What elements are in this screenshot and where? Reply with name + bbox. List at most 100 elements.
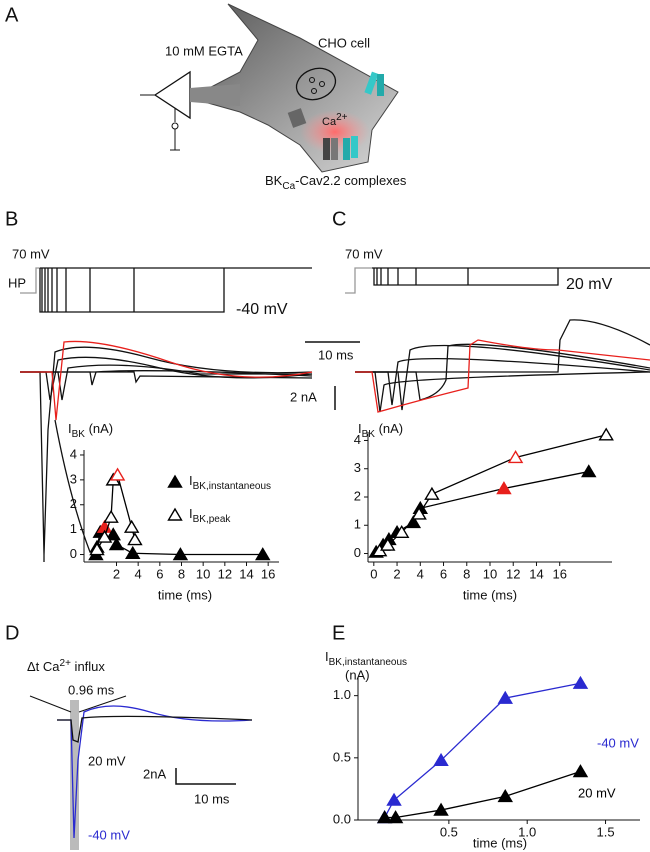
text-post: (nA) bbox=[85, 421, 113, 436]
cell-label: CHO cell bbox=[318, 35, 370, 50]
voltage-label: -40 mV bbox=[236, 301, 288, 318]
panel-label: A bbox=[5, 4, 19, 26]
legend-marker bbox=[167, 507, 183, 521]
y-tick-label: 0 bbox=[354, 545, 361, 560]
data-point bbox=[598, 427, 614, 441]
x-tick-label: 8 bbox=[463, 566, 470, 581]
x-tick-label: 0 bbox=[370, 566, 377, 581]
series-line bbox=[384, 682, 581, 818]
text-sub: BK bbox=[362, 429, 376, 440]
x-axis-label: time (ms) bbox=[473, 835, 527, 850]
traces-b bbox=[20, 267, 313, 562]
text-base: I bbox=[68, 421, 72, 436]
y-tick-label: 0 bbox=[70, 546, 77, 561]
y-tick-label: 0.5 bbox=[333, 749, 351, 764]
voltage-label: 20 mV bbox=[566, 276, 613, 293]
panel-label: E bbox=[332, 622, 345, 644]
cell-diagram bbox=[140, 3, 399, 173]
data-point bbox=[507, 450, 524, 464]
text-post: (nA) bbox=[375, 421, 403, 436]
data-point bbox=[496, 481, 512, 495]
x-tick-label: 14 bbox=[239, 566, 253, 581]
x-tick-label: 2 bbox=[113, 566, 120, 581]
influx-label: Δt Ca2+ influx bbox=[27, 658, 105, 675]
series-line bbox=[375, 470, 589, 553]
scale-label: 2nA bbox=[143, 766, 166, 781]
y-tick-label: 1.0 bbox=[333, 687, 351, 702]
y-tick-label: 2 bbox=[70, 496, 77, 511]
data-point bbox=[127, 532, 143, 546]
trace-label: 20 mV bbox=[88, 753, 126, 768]
text-sub: BK,instantaneous bbox=[329, 657, 407, 668]
scale-label: 2 nA bbox=[290, 389, 317, 404]
data-point bbox=[572, 675, 589, 689]
x-tick-label: 2 bbox=[393, 566, 400, 581]
data-point bbox=[103, 509, 119, 523]
data-point bbox=[387, 810, 404, 824]
data-point bbox=[380, 537, 396, 551]
text-sub: BK bbox=[72, 429, 86, 440]
data-point bbox=[405, 515, 422, 529]
x-tick-label: 12 bbox=[218, 566, 232, 581]
data-point bbox=[497, 788, 513, 803]
data-point bbox=[393, 524, 410, 539]
x-tick-label: 0.5 bbox=[440, 824, 458, 839]
x-axis-label: time (ms) bbox=[158, 587, 212, 602]
y-tick-label: 4 bbox=[70, 446, 77, 461]
data-point bbox=[376, 810, 393, 824]
traces-c bbox=[345, 267, 650, 413]
trace-label: -40 mV bbox=[88, 827, 130, 842]
text-base: I bbox=[358, 421, 362, 436]
text-pre: Δt Ca bbox=[27, 659, 60, 674]
text-sub: Ca bbox=[282, 181, 295, 192]
voltage-label: 70 mV bbox=[345, 246, 383, 261]
text-sup: 2+ bbox=[336, 112, 348, 123]
data-point bbox=[123, 519, 140, 533]
data-point bbox=[572, 764, 589, 778]
ion-label: Ca2+ bbox=[322, 112, 348, 128]
text-base: I bbox=[325, 649, 329, 664]
legend-marker bbox=[167, 474, 183, 488]
egta-label: 10 mM EGTA bbox=[165, 43, 243, 58]
y-axis-label: IBK,instantaneous bbox=[325, 649, 407, 667]
text-pre: BK bbox=[265, 173, 283, 188]
text-sub: BK,instantaneous bbox=[193, 481, 271, 492]
interval-label: 0.96 ms bbox=[68, 682, 115, 697]
data-point bbox=[411, 506, 427, 520]
x-tick-label: 4 bbox=[135, 566, 142, 581]
series-label: -40 mV bbox=[597, 735, 639, 750]
data-point bbox=[109, 467, 126, 481]
series-label: 20 mV bbox=[578, 785, 616, 800]
text-base: Ca bbox=[322, 116, 337, 128]
x-tick-label: 6 bbox=[156, 566, 163, 581]
scale-label: 10 ms bbox=[194, 791, 230, 806]
text-base: I bbox=[189, 473, 193, 488]
data-point bbox=[108, 537, 125, 551]
text-post: -Cav2.2 complexes bbox=[295, 173, 407, 188]
data-point bbox=[96, 529, 113, 543]
text-sup: 2+ bbox=[60, 658, 72, 669]
data-point bbox=[433, 752, 449, 767]
x-tick-label: 16 bbox=[261, 566, 275, 581]
text-sub: BK,peak bbox=[193, 514, 232, 525]
legend-label: IBK,peak bbox=[189, 506, 231, 524]
x-tick-label: 12 bbox=[506, 566, 520, 581]
voltage-label: HP bbox=[8, 275, 26, 290]
data-point bbox=[386, 792, 402, 806]
y-tick-label: 3 bbox=[354, 460, 361, 475]
legend-label: IBK,instantaneous bbox=[189, 473, 271, 491]
scale-label: 10 ms bbox=[318, 347, 354, 362]
x-tick-label: 6 bbox=[440, 566, 447, 581]
x-tick-label: 10 bbox=[483, 566, 497, 581]
y-tick-label: 1 bbox=[354, 517, 361, 532]
data-point bbox=[581, 464, 597, 478]
y-tick-label: 0.0 bbox=[333, 811, 351, 826]
y-tick-label: 4 bbox=[354, 432, 361, 447]
data-point bbox=[105, 527, 121, 541]
y-tick-label: 2 bbox=[354, 488, 361, 503]
x-tick-label: 4 bbox=[417, 566, 424, 581]
panel-label: B bbox=[5, 208, 18, 230]
voltage-label: 70 mV bbox=[12, 246, 50, 261]
x-tick-label: 14 bbox=[529, 566, 543, 581]
